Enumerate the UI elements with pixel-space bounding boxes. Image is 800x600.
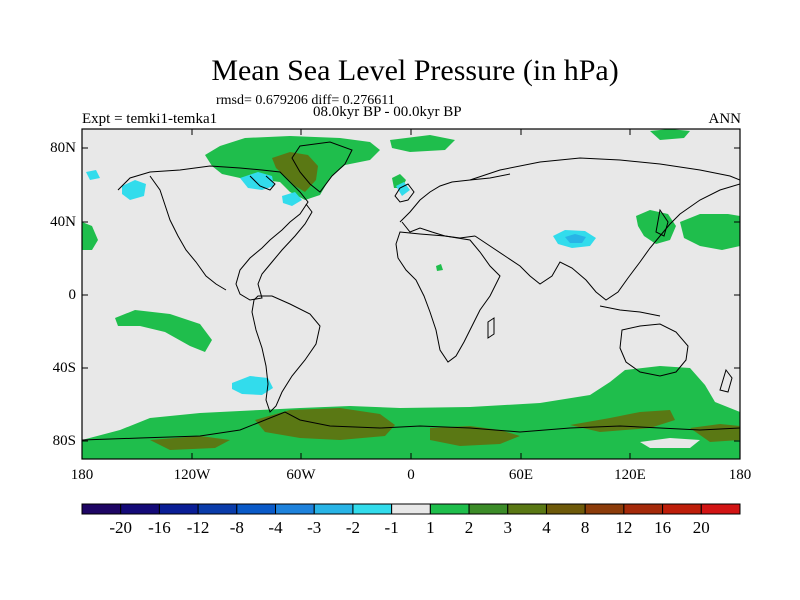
antarctic-positive-core xyxy=(255,408,395,440)
x-tick-label: 180 xyxy=(70,467,94,483)
colorbar-label: -2 xyxy=(345,518,361,537)
y-tick-label: 40N xyxy=(50,214,76,230)
siberia-positive-region xyxy=(650,129,690,140)
greenland-positive-core xyxy=(272,152,318,192)
colorbar-box xyxy=(545,503,586,515)
south-pacific-negative-region xyxy=(232,376,273,395)
colorbar-label: 2 xyxy=(464,518,474,537)
colorbar-box xyxy=(81,503,122,515)
colorbar-box xyxy=(352,503,393,515)
x-tick-label: 60E xyxy=(508,467,534,483)
colorbar-label: -1 xyxy=(384,518,399,537)
x-tick-label: 120W xyxy=(173,467,211,483)
colorbar-label: 16 xyxy=(654,518,672,537)
north-pacific-east-positive-region xyxy=(680,214,740,250)
y-tick-label: 80S xyxy=(52,433,76,449)
colorbar-box xyxy=(120,503,160,515)
colorbar-box xyxy=(197,503,238,515)
antarctic-negative-patch xyxy=(640,438,700,448)
x-tick-label: 60W xyxy=(286,467,316,483)
hudson-negative-region xyxy=(240,172,274,190)
colorbar-label: -4 xyxy=(268,518,283,537)
colorbar-label: 8 xyxy=(580,518,590,537)
south-pacific-positive-region xyxy=(115,310,212,352)
antarctic-positive-core-2 xyxy=(430,426,520,446)
colorbar-label: -12 xyxy=(186,518,210,537)
colorbar-box xyxy=(391,503,431,515)
colorbar-label: 4 xyxy=(542,518,551,537)
colorbar-label: 1 xyxy=(426,518,435,537)
southern-ocean-positive-region xyxy=(82,366,740,459)
stats-line: rmsd= 0.679206 diff= 0.276611 xyxy=(216,93,395,108)
scandinavia-negative-region xyxy=(396,182,410,196)
x-tick-label: 0 xyxy=(407,467,415,483)
colorbar-box xyxy=(584,503,625,515)
axis-ticks xyxy=(81,129,741,459)
colorbar-label: -8 xyxy=(229,518,244,537)
y-tick-label: 0 xyxy=(68,287,77,303)
y-tick-label: 80N xyxy=(50,140,76,156)
colorbar-label: -16 xyxy=(148,518,171,537)
colorbar-label: -3 xyxy=(307,518,322,537)
labrador-negative-region xyxy=(282,192,302,206)
colorbar-box xyxy=(275,503,315,515)
colorbar-label: -20 xyxy=(109,518,133,537)
africa-positive-patch xyxy=(436,264,443,271)
colorbar-label: 12 xyxy=(615,518,633,537)
x-tick-label: 120E xyxy=(614,467,646,483)
pacific-edge-positive-region xyxy=(82,222,98,250)
y-tick-label: 40S xyxy=(52,360,76,376)
arctic-east-positive-region xyxy=(390,135,455,152)
period-line: 08.0kyr BP - 00.0kyr BP xyxy=(313,104,462,120)
colorbar-boxes xyxy=(81,503,741,515)
season-label: ANN xyxy=(708,111,742,127)
colorbar-box xyxy=(468,503,509,515)
antarctic-positive-core-4 xyxy=(150,436,230,450)
colorbar-label: 20 xyxy=(692,518,710,537)
colorbar-box xyxy=(507,503,547,515)
colorbar-label: 3 xyxy=(503,518,513,537)
tibet-negative-core xyxy=(565,234,586,243)
colorbar-box xyxy=(236,503,277,515)
pressure-anomaly-fields xyxy=(82,129,740,459)
colorbar-box xyxy=(623,503,664,515)
colorbar-box xyxy=(313,503,354,515)
colorbar-box xyxy=(429,503,470,515)
alaska-negative-region xyxy=(122,180,146,200)
colorbar-box xyxy=(700,503,741,515)
experiment-label: Expt = temki1-temka1 xyxy=(82,111,218,127)
pacific-small-negative xyxy=(86,170,100,180)
plot-title: Mean Sea Level Pressure (in hPa) xyxy=(211,54,619,87)
x-tick-label: 180 xyxy=(728,467,752,483)
colorbar-box xyxy=(662,503,702,515)
colorbar-box xyxy=(158,503,199,515)
coastlines xyxy=(82,141,740,441)
